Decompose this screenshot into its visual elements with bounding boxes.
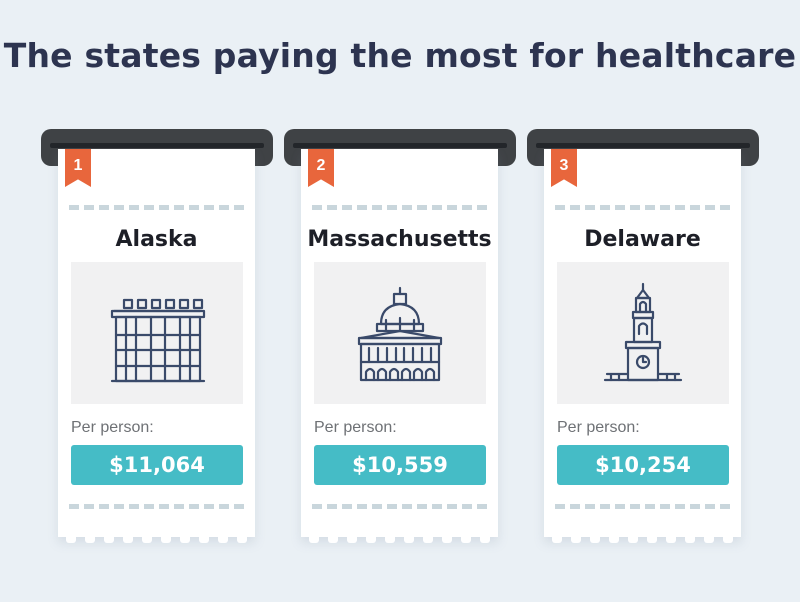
state-name: Alaska bbox=[115, 227, 198, 252]
divider bbox=[69, 504, 244, 509]
per-person-label: Per person: bbox=[557, 419, 640, 436]
receipt-card-2: 2 Massachusetts Per person: $10,559 bbox=[301, 149, 498, 543]
receipt-tear-edge bbox=[552, 535, 733, 543]
receipt-tear-edge bbox=[66, 535, 247, 543]
receipt-tear-edge bbox=[309, 535, 490, 543]
clock-tower-icon bbox=[603, 282, 683, 382]
state-name: Delaware bbox=[584, 227, 701, 252]
divider bbox=[555, 504, 730, 509]
receipt-card-1: 1 Alaska Per person: $11,064 bbox=[58, 149, 255, 543]
state-name: Massachusetts bbox=[307, 227, 492, 252]
divider bbox=[555, 205, 730, 210]
per-person-label: Per person: bbox=[314, 419, 397, 436]
receipt-card-3: 3 Delaware Per person: $10,254 bbox=[544, 149, 741, 543]
page-title: The states paying the most for healthcar… bbox=[3, 36, 797, 75]
state-image bbox=[557, 262, 729, 404]
state-image bbox=[314, 262, 486, 404]
divider bbox=[69, 205, 244, 210]
price-badge: $10,559 bbox=[314, 445, 486, 485]
divider bbox=[312, 504, 487, 509]
rank-ribbon: 3 bbox=[551, 149, 577, 187]
per-person-label: Per person: bbox=[71, 419, 154, 436]
divider bbox=[312, 205, 487, 210]
state-image bbox=[71, 262, 243, 404]
alaska-capitol-building-icon bbox=[110, 298, 206, 383]
massachusetts-state-house-dome-icon bbox=[357, 286, 443, 382]
price-badge: $11,064 bbox=[71, 445, 243, 485]
rank-ribbon: 2 bbox=[308, 149, 334, 187]
price-badge: $10,254 bbox=[557, 445, 729, 485]
rank-ribbon: 1 bbox=[65, 149, 91, 187]
